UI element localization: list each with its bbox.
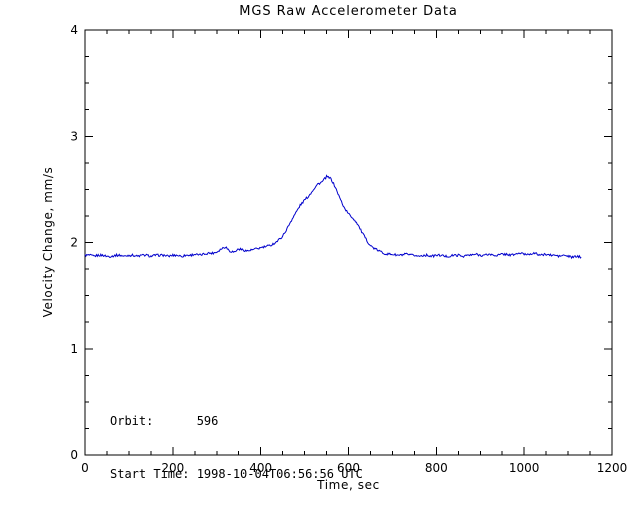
x-tick-label: 600 — [337, 461, 360, 475]
x-axis-label: Time, sec — [317, 478, 380, 492]
y-tick-label: 0 — [70, 448, 78, 462]
chart-title: MGS Raw Accelerometer Data — [239, 4, 458, 19]
annotation-start-time: Start Time: 1998-10-04T06:56:56 UTC — [110, 466, 363, 481]
y-tick-label: 2 — [70, 236, 78, 250]
x-tick-label: 800 — [425, 461, 448, 475]
y-axis-label: Velocity Change, mm/s — [41, 166, 55, 318]
x-tick-label: 0 — [81, 461, 89, 475]
annotation-block: Orbit: 596 Start Time: 1998-10-04T06:56:… — [110, 378, 363, 512]
x-tick-label: 400 — [249, 461, 272, 475]
x-tick-label: 200 — [161, 461, 184, 475]
annotation-orbit: Orbit: 596 — [110, 414, 219, 428]
y-tick-label: 1 — [70, 342, 78, 356]
y-tick-label: 3 — [70, 129, 78, 143]
x-tick-label: 1000 — [509, 461, 540, 475]
data-series-line — [84, 174, 582, 260]
x-tick-label: 1200 — [597, 461, 628, 475]
y-tick-label: 4 — [70, 23, 78, 37]
